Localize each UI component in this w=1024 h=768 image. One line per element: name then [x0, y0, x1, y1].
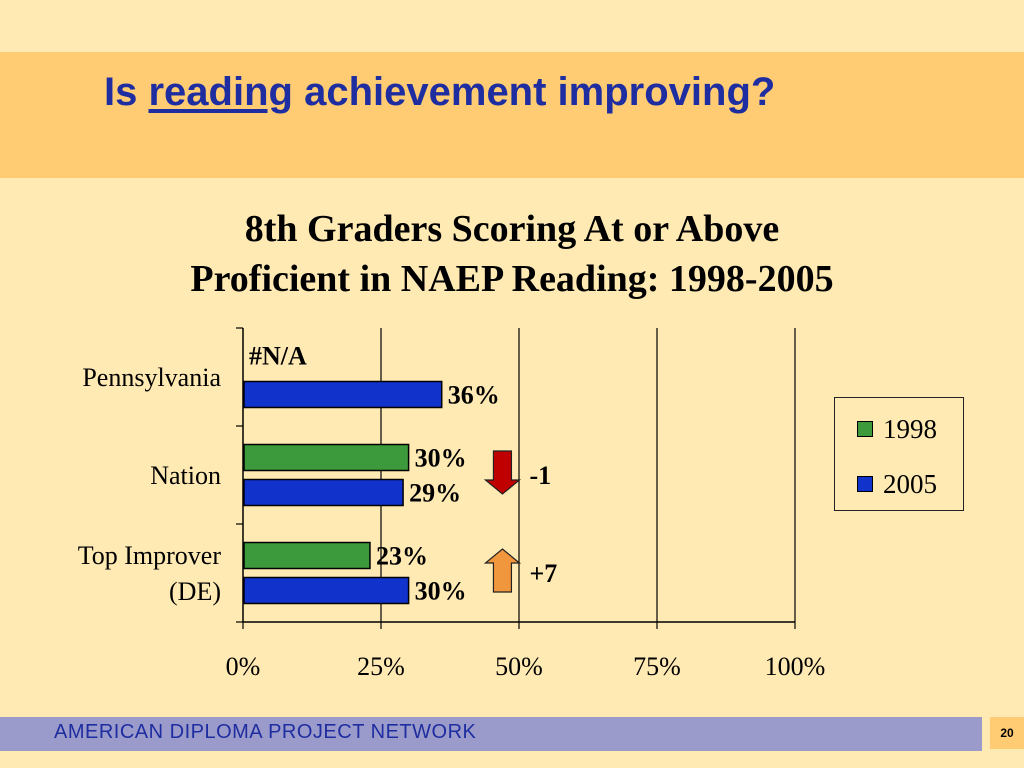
chart-title: 8th Graders Scoring At or Above Proficie…	[0, 204, 1024, 304]
x-tick-label: 25%	[357, 652, 405, 681]
page-number: 20	[990, 717, 1024, 749]
legend-item-1998: 1998	[857, 414, 937, 444]
bar-top-improver-de-1998	[243, 541, 371, 570]
data-label-top-improver-de-2005: 30%	[415, 577, 467, 606]
legend-swatch-1998	[857, 421, 873, 437]
legend: 1998 2005	[834, 397, 964, 511]
legend-label-2005: 2005	[883, 468, 937, 499]
title-band	[0, 52, 1024, 178]
footer-bar: AMERICAN DIPLOMA PROJECT NETWORK	[0, 717, 982, 751]
bar-nation-2005	[243, 478, 404, 507]
category-label-pennsylvania: Pennsylvania	[82, 363, 221, 392]
category-label-top-improver-de: (DE)	[169, 577, 221, 606]
x-tick-label: 75%	[633, 652, 681, 681]
bar-nation-1998	[243, 443, 410, 472]
chart-title-line-2: Proficient in NAEP Reading: 1998-2005	[190, 258, 834, 300]
data-label-pennsylvania-2005: 36%	[448, 381, 500, 410]
bar-top-improver-de-2005	[243, 576, 410, 605]
category-label-nation: Nation	[150, 461, 221, 490]
slide-title: Is reading achievement improving?	[104, 70, 775, 114]
legend-label-1998: 1998	[883, 413, 937, 444]
arrow-up-icon	[483, 548, 522, 593]
title-suffix: achievement improving?	[304, 70, 776, 114]
legend-item-2005: 2005	[857, 469, 937, 499]
x-tick-label: 0%	[226, 652, 261, 681]
arrow-down-icon	[483, 450, 522, 495]
data-label-nation-2005: 29%	[409, 479, 461, 508]
data-label-pennsylvania-1998: #N/A	[249, 342, 307, 371]
title-prefix: Is	[104, 70, 138, 114]
bar-pennsylvania-2005	[243, 380, 443, 409]
change-label: +7	[529, 559, 557, 588]
x-tick-label: 100%	[765, 652, 826, 681]
data-label-top-improver-de-1998: 23%	[376, 542, 428, 571]
category-label-top-improver-de: Top Improver	[78, 541, 222, 570]
change-label: -1	[529, 461, 551, 490]
x-tick-label: 50%	[495, 652, 543, 681]
title-underlined-word: reading	[148, 70, 293, 114]
footer-text: AMERICAN DIPLOMA PROJECT NETWORK	[54, 721, 477, 743]
legend-swatch-2005	[857, 476, 873, 492]
chart-title-line-1: 8th Graders Scoring At or Above	[244, 208, 780, 250]
data-label-nation-1998: 30%	[415, 444, 467, 473]
